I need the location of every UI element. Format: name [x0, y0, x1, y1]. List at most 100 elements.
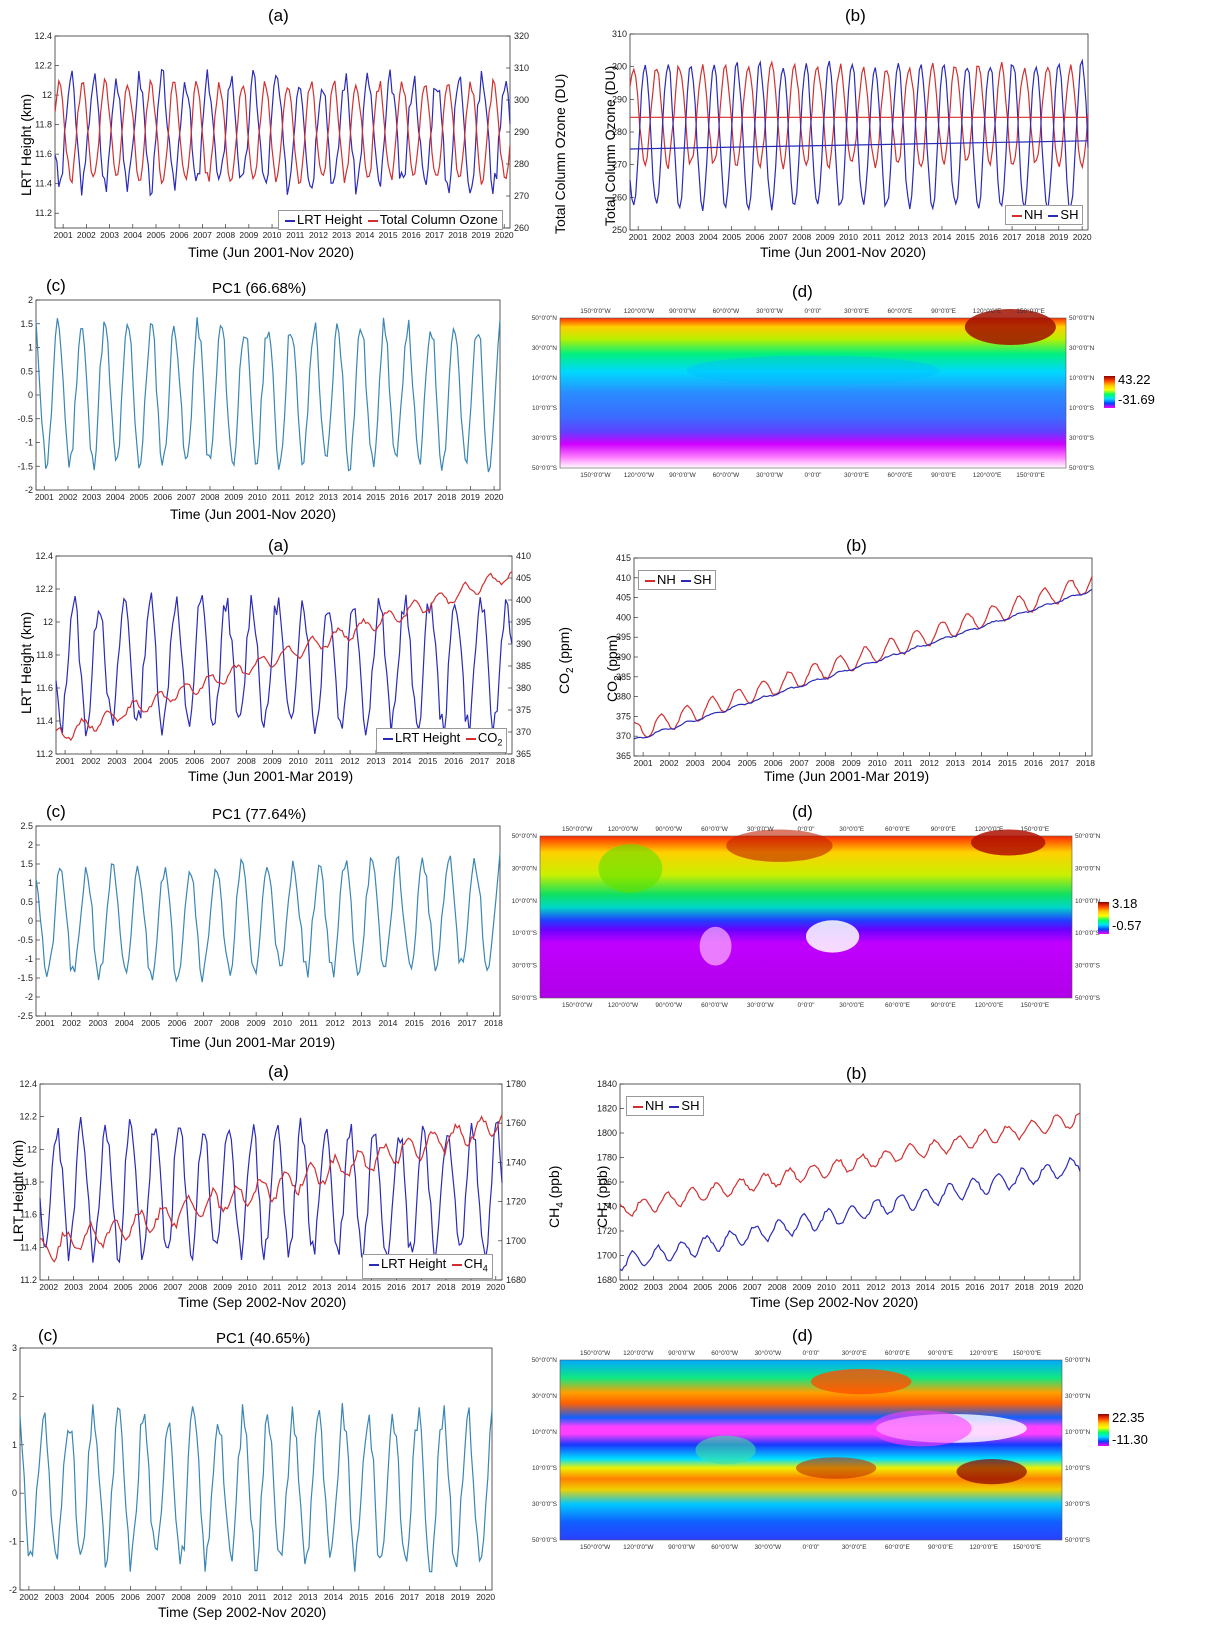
plot-area	[19, 1347, 493, 1591]
x-tick-label: 2014	[392, 756, 411, 766]
lat-label-right: 50°0'0"S	[1075, 994, 1101, 1002]
y-tick-label: 1840	[597, 1079, 617, 1089]
x-axis-label: Time (Jun 2001-Nov 2020)	[760, 244, 927, 260]
lon-label-top: 150°0'0"E	[1016, 307, 1045, 315]
x-tick-label: 2017	[990, 1282, 1009, 1292]
y-tick-label: 405	[616, 593, 631, 603]
lon-label-top: 90°0'0"E	[931, 307, 957, 315]
y2-tick-label: 1740	[506, 1157, 526, 1167]
y-tick-label: 0	[28, 916, 33, 926]
lon-label-top: 120°0'0"W	[624, 307, 655, 315]
x-tick-label: 2011	[263, 1282, 282, 1292]
lon-label-top: 150°0'0"W	[562, 825, 593, 833]
x-axis-label: Time (Jun 2001-Mar 2019)	[170, 1034, 336, 1050]
lon-label-top: 150°0'0"E	[1013, 1349, 1042, 1357]
x-tick-label: 2001	[36, 1018, 55, 1028]
legend: NH SH	[1005, 205, 1084, 225]
lon-label-top: 90°0'0"E	[931, 825, 957, 833]
x-tick-label: 2005	[141, 1018, 160, 1028]
y2-tick-label: 1680	[506, 1275, 526, 1285]
x-tick-label: 2017	[425, 230, 444, 240]
x-tick-label: 2020	[1073, 232, 1092, 242]
map-feature	[726, 829, 833, 862]
y-tick-label: -1	[9, 1537, 17, 1547]
x-axis-label: Time (Jun 2001-Mar 2019)	[188, 768, 354, 784]
lon-label-bottom: 120°0'0"E	[969, 1543, 998, 1551]
x-tick-label: 2016	[1024, 758, 1043, 768]
y2-axis-label: CH4 (ppb)	[546, 1165, 566, 1228]
x-tick-label: 2004	[133, 756, 152, 766]
x-tick-label: 2015	[366, 492, 385, 502]
x-tick-label: 2009	[239, 230, 258, 240]
y-tick-label: 0	[28, 390, 33, 400]
x-tick-label: 2011	[894, 758, 913, 768]
map-feature	[806, 920, 860, 953]
lon-label-bottom: 60°0'0"W	[711, 1543, 739, 1551]
y-tick-label: 1720	[597, 1226, 617, 1236]
lon-label-top: 60°0'0"W	[711, 1349, 739, 1357]
y-tick-label: 1	[28, 878, 33, 888]
map-feature	[956, 1459, 1027, 1485]
lat-label-right: 30°0'0"S	[1069, 434, 1095, 442]
legend: NH SH	[638, 570, 717, 590]
lon-label-top: 0°0'0"	[798, 825, 816, 833]
x-tick-label: 2013	[299, 1592, 318, 1602]
x-tick-label: 2005	[159, 756, 178, 766]
y2-tick-label: 405	[516, 573, 531, 583]
lon-label-top: 0°0'0"	[803, 1349, 821, 1357]
x-tick-label: 2009	[842, 758, 861, 768]
x-tick-label: 2017	[412, 1282, 431, 1292]
series-line-sh	[629, 58, 1089, 212]
y2-tick-label: 380	[516, 683, 531, 693]
x-tick-label: 2004	[712, 758, 731, 768]
y2-tick-label: 370	[516, 727, 531, 737]
x-tick-label: 2006	[718, 1282, 737, 1292]
lon-label-bottom: 120°0'0"W	[608, 1001, 639, 1009]
lon-label-bottom: 90°0'0"W	[668, 1543, 696, 1551]
colorbar-max: 43.22	[1118, 372, 1151, 387]
legend-ozone: Total Column Ozone	[379, 212, 498, 227]
lon-label-bottom: 60°0'0"E	[885, 1543, 911, 1551]
x-tick-label: 2014	[324, 1592, 343, 1602]
y-tick-label: 380	[616, 692, 631, 702]
lon-label-top: 90°0'0"E	[928, 1349, 954, 1357]
x-tick-label: 2002	[82, 756, 101, 766]
x-tick-label: 2020	[485, 492, 504, 502]
x-tick-label: 2008	[816, 758, 835, 768]
y-tick-label: 1.5	[20, 859, 33, 869]
y-tick-label: 290	[612, 94, 627, 104]
lat-label-left: 30°0'0"N	[532, 1392, 558, 1400]
lat-label-left: 10°0'0"N	[512, 897, 538, 905]
co2-lrt-panel: (a) 11.2 11.4 11.6 11.8 12 12.2 12.4 365 370 375 3…	[0, 532, 600, 792]
lat-label-left: 10°0'0"N	[532, 1428, 558, 1436]
co2-lrt-chart: 11.2 11.4 11.6 11.8 12 12.2 12.4 365 370 375 380 38…	[35, 551, 531, 766]
x-axis-label: Time (Jun 2001-Mar 2019)	[764, 768, 930, 784]
x-tick-label: 2010	[817, 1282, 836, 1292]
y-tick-label: 1740	[597, 1202, 617, 1212]
ch4-hemisphere-chart: 1680 1700 1720 1740 1760 1780 1800 1820 1840 2002…	[597, 1079, 1084, 1292]
lat-label-right: 10°0'0"S	[1065, 1464, 1091, 1472]
x-tick-label: 2012	[867, 1282, 886, 1292]
plot-area	[629, 33, 1089, 231]
x-tick-label: 2019	[461, 1282, 480, 1292]
lat-label-right: 30°0'0"S	[1075, 962, 1101, 970]
y-tick-label: 11.6	[20, 1210, 37, 1220]
x-tick-label: 2017	[1050, 758, 1069, 768]
y2-tick-label: 290	[514, 127, 529, 137]
y-tick-label: 11.4	[36, 716, 53, 726]
x-tick-label: 2007	[743, 1282, 762, 1292]
plot-area	[619, 1083, 1081, 1281]
y-tick-label: 2.5	[20, 821, 33, 831]
series-line-pc1	[35, 852, 501, 983]
x-tick-label: 2004	[699, 232, 718, 242]
y-tick-label: 415	[616, 553, 631, 563]
lon-label-top: 0°0'0"	[805, 307, 823, 315]
y-tick-label: 1.5	[20, 319, 33, 329]
x-tick-label: 2004	[669, 1282, 688, 1292]
y-tick-label: 1800	[597, 1128, 617, 1138]
panel-label: (d)	[792, 1326, 813, 1345]
x-tick-label: 2014	[343, 492, 362, 502]
x-tick-label: 2016	[979, 232, 998, 242]
series-line-sh	[633, 588, 1093, 740]
y-axis-label: CO2 (ppm)	[604, 634, 624, 702]
